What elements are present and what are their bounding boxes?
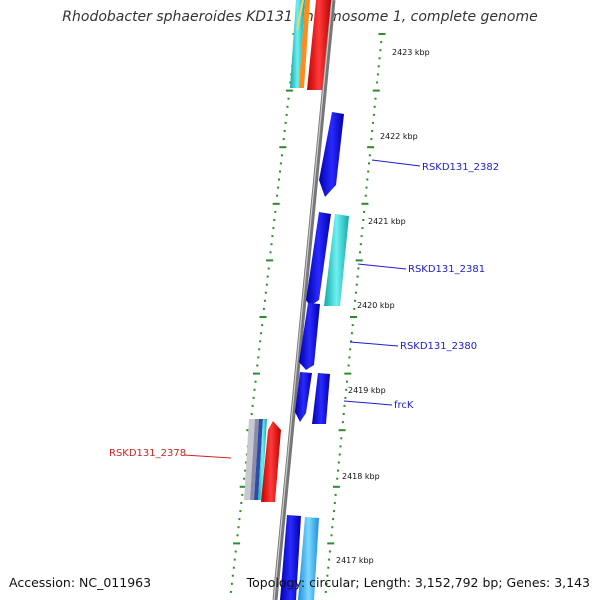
gene-cluster-2378 bbox=[244, 419, 281, 502]
gene-blue-2379[interactable] bbox=[295, 372, 312, 422]
gene-cluster-top bbox=[290, 0, 331, 90]
gene-label-rskd131-2382[interactable]: RSKD131_2382 bbox=[422, 162, 499, 173]
gene-labels: RSKD131_2382 RSKD131_2381 RSKD131_2380 f… bbox=[109, 162, 499, 459]
kbp-label: 2422 kbp bbox=[380, 132, 418, 141]
gene-cyan-2[interactable] bbox=[258, 419, 267, 500]
outer-scale-ticks bbox=[324, 33, 386, 593]
gene-label-rskd131-2381[interactable]: RSKD131_2381 bbox=[408, 264, 485, 275]
kbp-label: 2420 kbp bbox=[357, 301, 395, 310]
gene-grey[interactable] bbox=[244, 419, 255, 500]
kbp-label: 2418 kbp bbox=[342, 472, 380, 481]
gene-rskd131-2382[interactable] bbox=[319, 112, 344, 197]
kbp-label: 2417 kbp bbox=[336, 556, 374, 565]
kbp-label: 2421 kbp bbox=[368, 217, 406, 226]
gene-rskd131-2378[interactable] bbox=[254, 419, 263, 500]
gene-orange[interactable] bbox=[299, 0, 310, 88]
gene-frck[interactable] bbox=[312, 373, 330, 424]
backbone bbox=[272, 0, 336, 600]
gene-red-2[interactable] bbox=[261, 421, 281, 502]
inner-scale-ticks bbox=[229, 33, 300, 593]
gene-rskd131-2380[interactable] bbox=[299, 303, 320, 370]
gene-red[interactable] bbox=[307, 0, 331, 90]
gene-rskd131-2381-blue[interactable] bbox=[306, 212, 331, 306]
kbp-label: 2419 kbp bbox=[348, 386, 386, 395]
gene-cluster-bottom bbox=[280, 515, 319, 600]
topology-text: Topology: circular; Length: 3,152,792 bp… bbox=[246, 575, 590, 590]
gene-label-frck[interactable]: frcK bbox=[394, 400, 414, 411]
gene-small[interactable] bbox=[296, 0, 304, 30]
gene-blue-bottom[interactable] bbox=[280, 515, 301, 600]
gene-cyan[interactable] bbox=[290, 0, 305, 88]
gene-label-rskd131-2378[interactable]: RSKD131_2378 bbox=[109, 448, 186, 459]
accession-text: Accession: NC_011963 bbox=[9, 575, 152, 590]
label-leaders bbox=[183, 159, 421, 459]
gene-slate[interactable] bbox=[250, 419, 259, 500]
gene-label-rskd131-2380[interactable]: RSKD131_2380 bbox=[400, 341, 477, 352]
gene-rskd131-2381[interactable] bbox=[324, 214, 349, 306]
gene-lightblue-bottom[interactable] bbox=[298, 517, 319, 600]
kbp-label: 2423 kbp bbox=[392, 48, 430, 57]
scale-labels: 2423 kbp 2422 kbp 2421 kbp 2420 kbp 2419… bbox=[336, 48, 430, 565]
